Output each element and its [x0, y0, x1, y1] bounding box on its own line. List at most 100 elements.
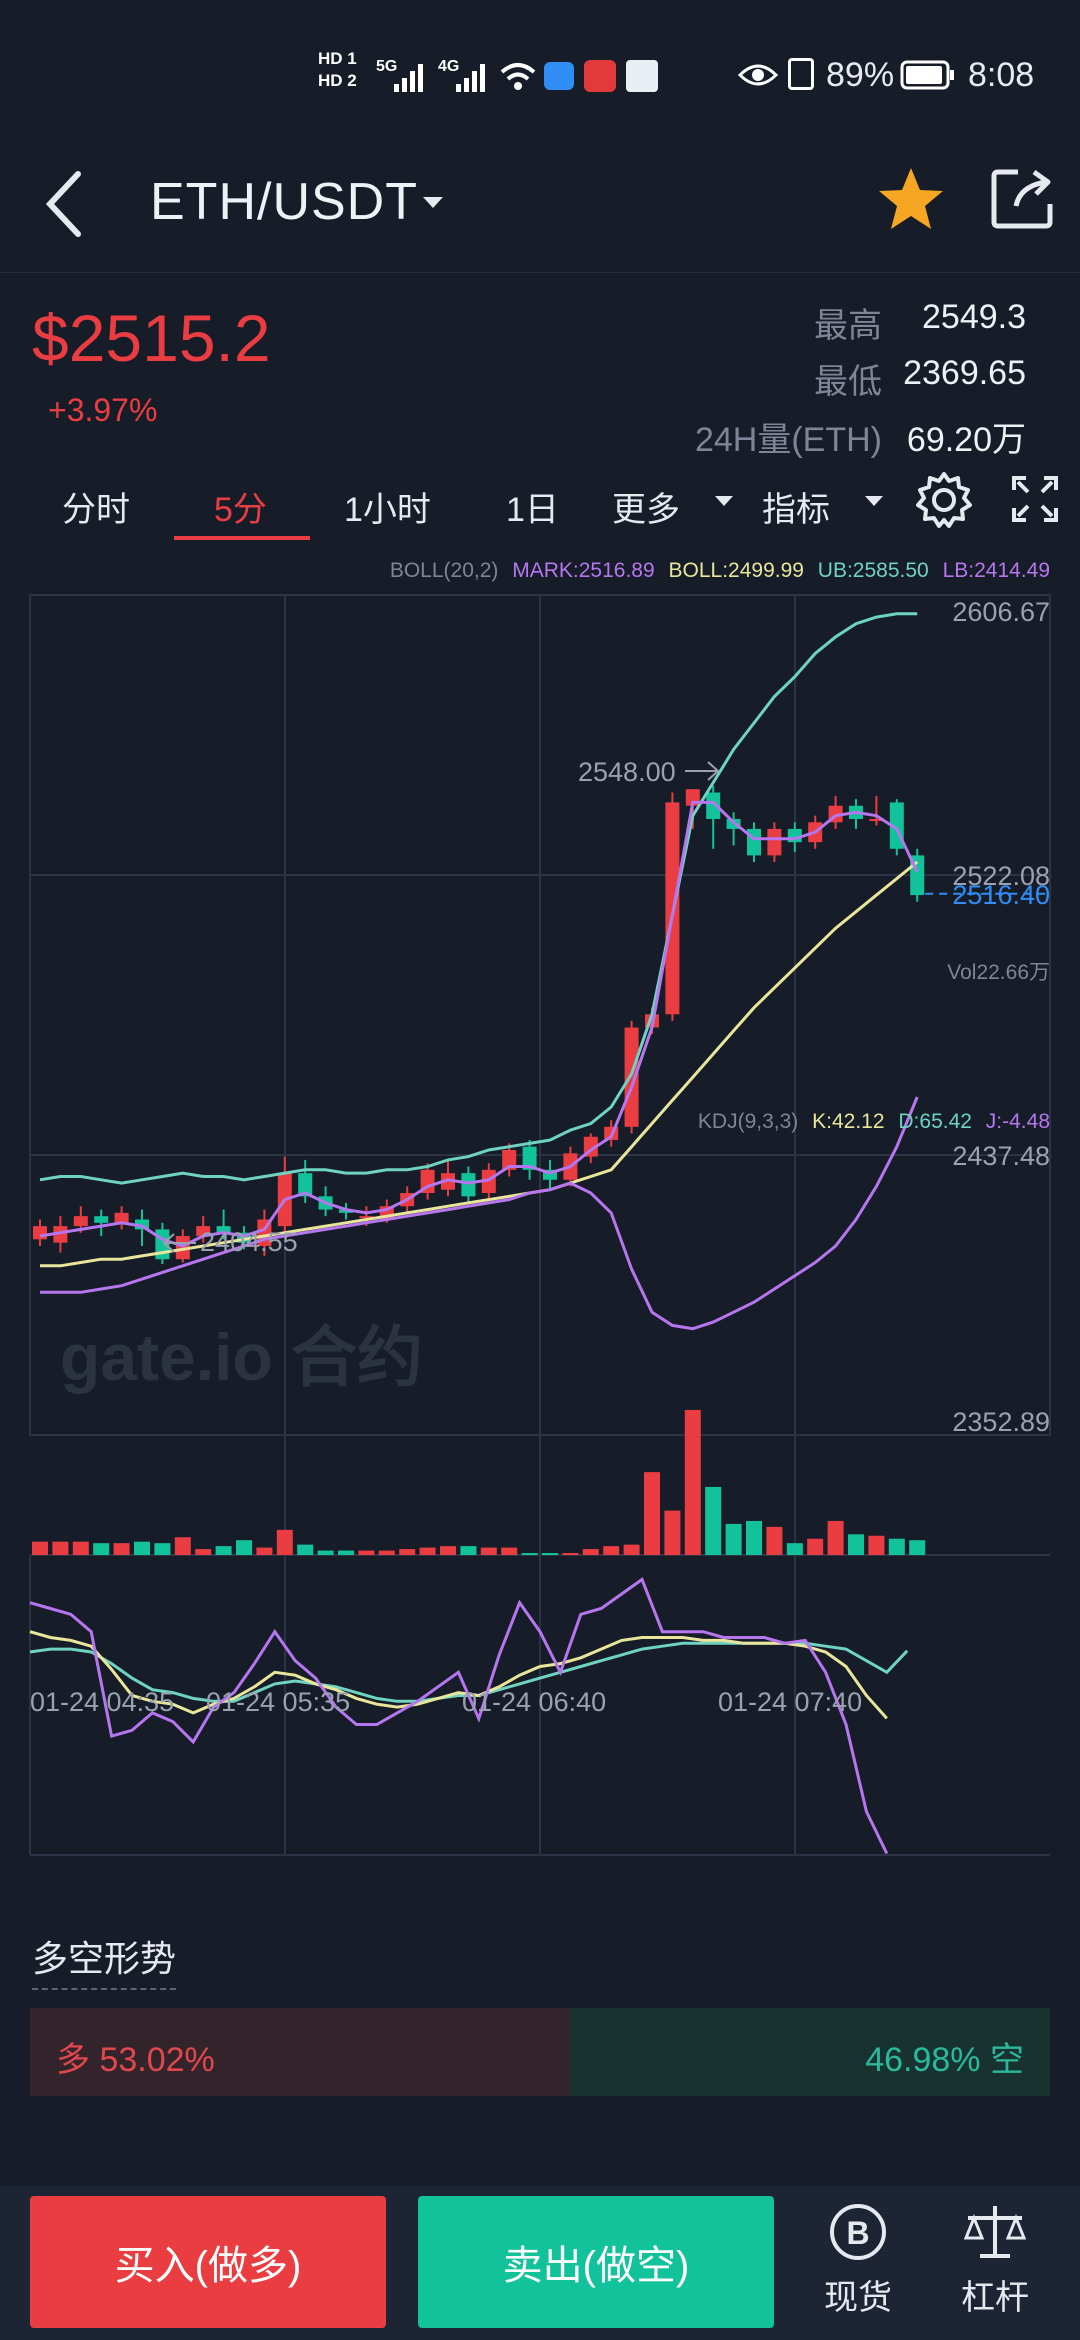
volume-bar-26: [562, 1553, 579, 1555]
pair-title[interactable]: ETH/USDT: [150, 173, 418, 231]
short-ratio-bar: [570, 2008, 1050, 2096]
volume-bar-35: [746, 1520, 762, 1555]
boll-legend-label: BOLL(20,2): [390, 559, 499, 582]
volume-bar-5: [134, 1541, 150, 1555]
volume-bar-30: [644, 1472, 660, 1555]
long-percent: 53.02%: [99, 2041, 215, 2079]
candle-body-4: [114, 1212, 129, 1223]
active-tab-indicator: [174, 536, 310, 540]
candle-body-8: [196, 1226, 211, 1237]
volume-bar-43: [909, 1540, 926, 1555]
kdj-legend-j: J:-4.48: [986, 1110, 1050, 1133]
wifi-icon: [500, 63, 536, 90]
volume-bar-4: [113, 1543, 130, 1555]
kdj-legend: KDJ(9,3,3) K:42.12 D:65.42 J:-4.48: [698, 1110, 1050, 1133]
leverage-label[interactable]: 杠杆: [961, 2279, 1029, 2317]
volume-bar-25: [542, 1553, 558, 1555]
high-value: 2549.3: [922, 298, 1026, 336]
volume-bar-8: [195, 1549, 212, 1555]
hd1-label: HD 1: [318, 49, 357, 68]
tab-1hour[interactable]: 1小时: [344, 491, 431, 529]
volume-bar-9: [215, 1546, 232, 1555]
volume-bar-27: [582, 1549, 599, 1555]
back-icon[interactable]: [40, 164, 90, 244]
volume-bar-36: [766, 1526, 783, 1555]
spot-bitcoin-icon[interactable]: B: [828, 2202, 888, 2262]
kdj-legend-d: D:65.42: [898, 1110, 972, 1133]
tab-5min[interactable]: 5分: [214, 491, 267, 529]
hd2-label: HD 2: [318, 71, 357, 90]
sell-short-button[interactable]: 卖出(做空): [418, 2196, 774, 2328]
volume-bar-32: [684, 1409, 701, 1555]
volume-bar-34: [725, 1523, 742, 1555]
short-label: 空: [990, 2041, 1024, 2079]
candle-body-13: [298, 1173, 313, 1197]
boll-legend-ub: UB:2585.50: [818, 559, 929, 582]
leverage-scale-icon[interactable]: [962, 2202, 1028, 2262]
battery-icon: [900, 60, 954, 90]
pair-dropdown-icon[interactable]: [420, 190, 446, 216]
kdj-j-line: [29, 1577, 889, 1855]
eye-icon: [738, 64, 778, 86]
candlestick-chart[interactable]: BOLL(20,2) MARK:2516.89 BOLL:2499.99 UB:…: [0, 555, 1080, 1895]
volume-24h-label: 24H量(ETH): [694, 421, 882, 459]
candle-body-33: [706, 792, 721, 819]
volume-bar-29: [623, 1544, 640, 1555]
fullscreen-icon[interactable]: [1010, 474, 1060, 524]
volume-bar-7: [174, 1537, 191, 1555]
short-percent: 46.98%: [865, 2041, 981, 2079]
favorite-star-icon[interactable]: [876, 164, 946, 234]
volume-bar-10: [236, 1540, 252, 1555]
min-price-annotation: 2404.55: [200, 1227, 298, 1257]
tab-1day[interactable]: 1日: [506, 491, 559, 529]
short-ratio-text: 46.98% 空: [865, 2032, 1024, 2081]
tab-timeshare[interactable]: 分时: [62, 491, 130, 529]
volume-label: Vol22.66万: [947, 961, 1050, 984]
volume-bar-6: [154, 1543, 171, 1555]
settings-gear-icon[interactable]: [914, 470, 974, 530]
volume-bar-24: [521, 1553, 538, 1555]
candle-body-36: [767, 828, 782, 856]
nfc-icon: [788, 58, 814, 90]
volume-bar-21: [460, 1546, 477, 1555]
header: ETH/USDT: [0, 150, 1080, 273]
spot-label[interactable]: 现货: [824, 2279, 892, 2317]
indicator-lines: [39, 612, 919, 1331]
x-label-2: 01-24 05:35: [206, 1687, 350, 1717]
boll-middle-line: [40, 860, 919, 1268]
long-ratio-text: 多 53.02%: [56, 2032, 215, 2081]
kdj-k-line: [29, 1630, 888, 1720]
volume-bar-18: [399, 1549, 416, 1555]
buy-long-button[interactable]: 买入(做多): [30, 2196, 386, 2328]
indicators-dropdown-icon[interactable]: [862, 490, 886, 514]
price-axis-label-3: 2352.89: [952, 1407, 1050, 1437]
low-value: 2369.65: [903, 354, 1026, 392]
candle-body-5: [135, 1219, 149, 1230]
volume-bar-41: [868, 1535, 885, 1555]
share-icon[interactable]: [990, 166, 1056, 232]
tab-more[interactable]: 更多: [612, 491, 680, 529]
volume-bar-28: [603, 1546, 620, 1555]
price-axis: 2606.67 2522.08 2437.48 2352.89 2516.40: [925, 597, 1050, 1437]
x-label-4: 01-24 07:40: [718, 1687, 862, 1717]
more-dropdown-icon[interactable]: [712, 490, 736, 514]
candle-body-41: [869, 818, 884, 821]
signal-icon: [394, 64, 423, 92]
volume-bar-14: [317, 1550, 334, 1555]
volume-bar-12: [276, 1529, 293, 1555]
boll-legend-mid: BOLL:2499.99: [669, 559, 804, 582]
volume-bar-13: [297, 1544, 314, 1555]
volume-bar-37: [786, 1543, 803, 1555]
candle-body-0: [33, 1226, 47, 1240]
low-label: 最低: [814, 363, 882, 401]
volume-24h-value: 69.20万: [906, 421, 1026, 459]
kdj-lines: [29, 1577, 909, 1855]
long-label: 多: [56, 2041, 90, 2079]
volume-bar-40: [848, 1534, 864, 1555]
tab-indicators[interactable]: 指标: [762, 491, 830, 529]
boll-upper-line: [39, 612, 918, 1185]
network-4g-label: 4G: [438, 58, 460, 75]
x-label-3: 01-24 06:40: [462, 1687, 606, 1717]
network-5g-label: 5G: [376, 58, 398, 75]
volume-bar-11: [256, 1547, 273, 1555]
